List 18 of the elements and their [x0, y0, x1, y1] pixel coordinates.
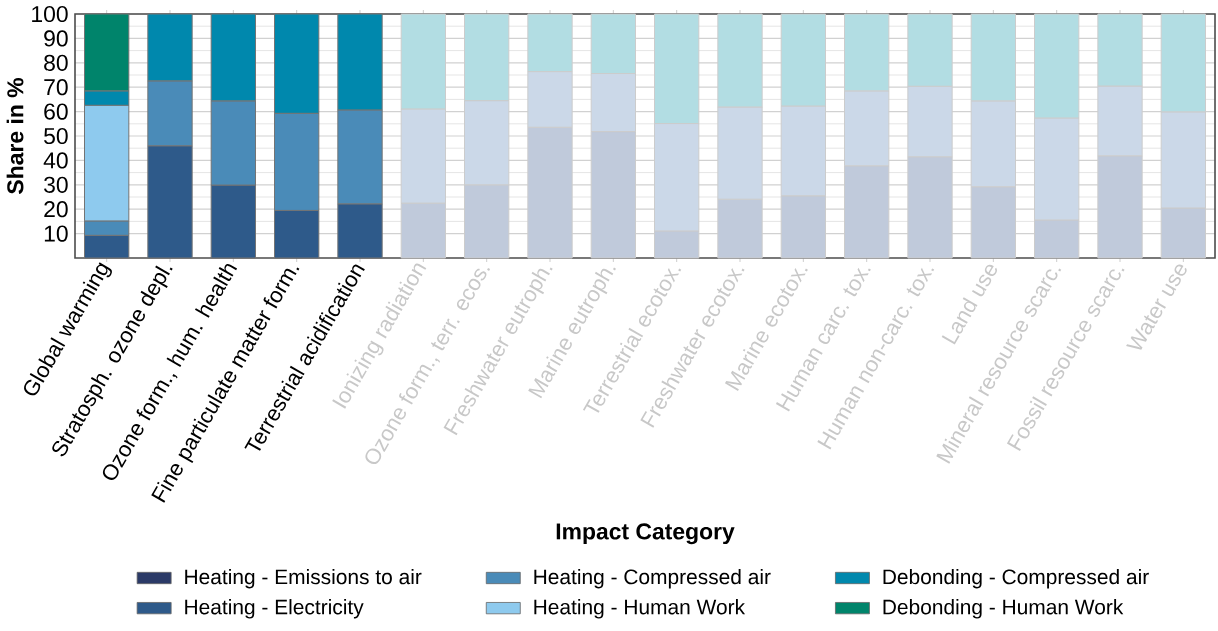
y-tick-label: 100 — [32, 5, 68, 23]
y-tick-label: 70 — [44, 79, 68, 96]
y-tick-label: 40 — [43, 152, 68, 169]
legend-label: Debonding - Compressed air — [883, 568, 1149, 589]
x-axis-title: Impact Category — [556, 523, 735, 545]
y-axis-title: Share in % — [6, 78, 24, 194]
y-tick-label: 30 — [44, 176, 68, 193]
legend-label: Debonding - Human Work — [883, 599, 1124, 619]
legend-label: Heating - Electricity — [185, 599, 364, 619]
y-tick-label: 50 — [44, 127, 68, 145]
legend-label: Heating - Emissions to air — [185, 568, 422, 589]
y-tick-label: 20 — [44, 201, 68, 218]
y-tick-label: 90 — [44, 30, 68, 47]
y-tick-label: 80 — [44, 54, 68, 71]
y-tick-label: 10 — [44, 225, 68, 242]
legend-label: Heating - Human Work — [534, 599, 746, 619]
legend-label: Heating - Compressed air — [534, 568, 771, 589]
y-tick-label: 60 — [44, 103, 68, 120]
